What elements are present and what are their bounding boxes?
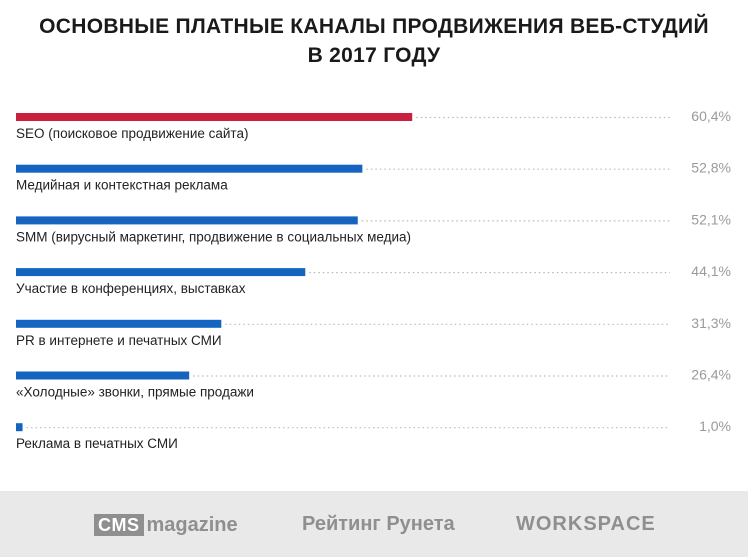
category-label: Реклама в печатных СМИ: [16, 436, 178, 451]
rating-runeta-logo: Рейтинг Рунета: [302, 513, 455, 535]
workspace-logo: WORKSPACE: [516, 513, 656, 535]
cms-magazine-logo: CMS magazine: [94, 513, 238, 537]
value-label: 52,1%: [691, 211, 731, 227]
bar: [16, 268, 306, 277]
category-label: PR в интернете и печатных СМИ: [16, 333, 222, 348]
value-label: 44,1%: [691, 263, 731, 279]
bar: [16, 423, 23, 432]
bar: [16, 319, 222, 328]
category-label: Медийная и контекстная реклама: [16, 178, 228, 193]
cms-logo-word: magazine: [146, 513, 238, 536]
value-label: 60,4%: [691, 108, 731, 124]
bar: [16, 216, 358, 225]
cms-logo-box: CMS: [94, 514, 144, 536]
chart-title: ОСНОВНЫЕ ПЛАТНЫЕ КАНАЛЫ ПРОДВИЖЕНИЯ ВЕБ-…: [0, 12, 748, 70]
value-label: 52,8%: [691, 160, 731, 176]
category-label: Участие в конференциях, выставках: [16, 281, 246, 296]
category-label: SEO (поисковое продвижение сайта): [16, 126, 248, 141]
value-label: 1,0%: [699, 418, 731, 434]
footer-logos: CMS magazine Рейтинг Рунета WORKSPACE: [0, 491, 748, 557]
category-label: SMM (вирусный маркетинг, продвижение в с…: [16, 229, 411, 244]
chart-title-line-2: В 2017 ГОДУ: [307, 44, 441, 67]
value-label: 31,3%: [691, 315, 731, 331]
bar: [16, 371, 190, 380]
bar: [16, 113, 413, 121]
category-label: «Холодные» звонки, прямые продажи: [16, 385, 254, 400]
value-label: 26,4%: [691, 367, 731, 383]
chart-title-line-1: ОСНОВНЫЕ ПЛАТНЫЕ КАНАЛЫ ПРОДВИЖЕНИЯ ВЕБ-…: [39, 15, 709, 38]
bar: [16, 164, 363, 173]
bar-chart: 60,4% SEO (поисковое продвижение сайта) 52…: [16, 108, 731, 451]
